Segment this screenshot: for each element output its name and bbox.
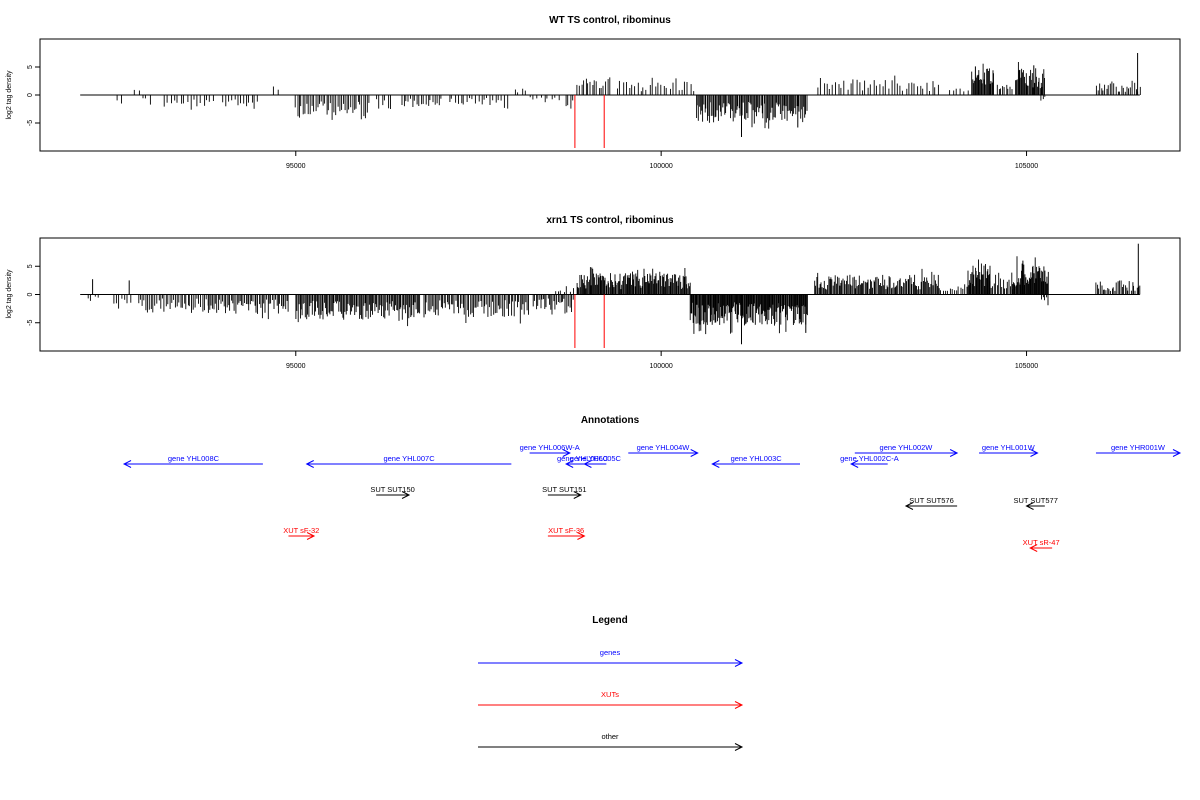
feature-label: gene YHL006C	[557, 454, 609, 463]
arrowhead-icon	[1029, 544, 1038, 552]
legend-item: genes	[478, 648, 744, 667]
x-tick-label: 100000	[649, 163, 672, 170]
wt-y-axis-label: log2 tag density	[6, 70, 13, 120]
legend-items: genes XUTs other	[478, 648, 744, 751]
annotation-feature: gene YHL006W-A	[520, 443, 580, 457]
x-tick-label: 95000	[286, 363, 306, 370]
feature-label: SUT SUT151	[542, 485, 586, 494]
arrowhead-icon	[583, 460, 592, 468]
feature-label: gene YHL002C-A	[840, 454, 899, 463]
legend-title: Legend	[592, 615, 628, 626]
feature-label: gene YHL008C	[168, 454, 220, 463]
arrowhead-icon	[904, 502, 914, 510]
annotation-feature: gene YHR001W	[1095, 443, 1182, 457]
x-tick-label: 105000	[1015, 163, 1038, 170]
feature-label: gene YHR001W	[1111, 443, 1166, 452]
legend-label: other	[601, 732, 619, 741]
arrowhead-icon	[401, 491, 411, 499]
arrowhead-icon	[690, 449, 699, 457]
arrowhead-icon	[306, 532, 316, 540]
xrn1-axes: -5 0 5 95000 100000 105000	[27, 264, 1038, 370]
arrowhead-icon	[562, 449, 571, 457]
annotation-feature: gene YHL008C	[122, 454, 263, 468]
annotation-feature: XUT sR-47	[1023, 538, 1060, 552]
arrowhead-icon	[1172, 449, 1182, 457]
feature-label: gene YHL004W	[637, 443, 691, 452]
arrowhead-icon	[1030, 449, 1039, 457]
feature-label: XUT sF-36	[548, 526, 584, 535]
y-tick-label: 5	[27, 264, 34, 268]
arrowhead-icon	[734, 659, 744, 667]
arrowhead-icon	[734, 743, 744, 751]
annotation-feature: XUT sF-36	[547, 526, 586, 540]
arrowhead-icon	[305, 460, 314, 468]
xrn1-track-title: xrn1 TS control, ribominus	[546, 215, 674, 226]
annotation-feature: SUT SUT576	[904, 496, 958, 510]
arrowhead-icon	[573, 491, 582, 499]
feature-label: gene YHL007C	[383, 454, 435, 463]
arrowhead-icon	[565, 460, 574, 468]
wt-track-title: WT TS control, ribominus	[549, 15, 671, 26]
annotations-title: Annotations	[581, 415, 640, 426]
annotation-feature: gene YHL003C	[711, 454, 800, 468]
xrn1-track-panel: xrn1 TS control, ribominus log2 tag dens…	[6, 215, 1181, 370]
annotation-feature: SUT SUT150	[370, 485, 415, 499]
annotation-feature: gene YHL004W	[628, 443, 699, 457]
legend-item: XUTs	[478, 690, 744, 709]
y-tick-label: 0	[27, 93, 34, 97]
legend-item: other	[478, 732, 744, 751]
wt-red-markers	[574, 95, 605, 148]
feature-label: gene YHL001W	[982, 443, 1036, 452]
y-tick-label: -5	[27, 320, 34, 326]
feature-label: gene YHL006W-A	[520, 443, 580, 452]
annotation-feature: SUT SUT577	[1013, 496, 1058, 510]
annotations-panel: Annotations gene YHL008C gene YHL007Cgene…	[122, 415, 1182, 552]
annotation-feature: gene YHL002C-A	[840, 454, 899, 468]
xrn1-red-markers	[574, 294, 605, 348]
legend-panel: Legend genes XUTs other	[478, 615, 744, 751]
arrowhead-icon	[122, 460, 132, 468]
annotation-feature: gene YHL001W	[979, 443, 1039, 457]
wt-track-panel: WT TS control, ribominus log2 tag densit…	[6, 15, 1181, 170]
annotation-feature: SUT SUT151	[542, 485, 587, 499]
arrowhead-icon	[711, 460, 720, 468]
feature-label: gene YHL003C	[731, 454, 783, 463]
y-tick-label: 5	[27, 65, 34, 69]
legend-label: XUTs	[601, 690, 619, 699]
arrowhead-icon	[1025, 502, 1034, 510]
x-tick-label: 95000	[286, 163, 306, 170]
feature-label: SUT SUT576	[909, 496, 953, 505]
y-tick-label: -5	[27, 120, 34, 126]
annotation-feature: gene YHL007C	[305, 454, 512, 468]
annotation-feature: gene YHL002W	[854, 443, 959, 457]
feature-label: XUT sF-32	[283, 526, 319, 535]
feature-label: gene YHL005C	[570, 454, 622, 463]
feature-label: SUT SUT150	[370, 485, 414, 494]
arrowhead-icon	[577, 532, 586, 540]
feature-label: XUT sR-47	[1023, 538, 1060, 547]
legend-label: genes	[600, 648, 621, 657]
annotation-feature: XUT sF-32	[283, 526, 319, 540]
x-tick-label: 100000	[649, 363, 672, 370]
x-tick-label: 105000	[1015, 363, 1038, 370]
wt-axes: -5 0 5 95000 100000 105000	[27, 65, 1038, 170]
y-tick-label: 0	[27, 292, 34, 296]
arrowhead-icon	[949, 449, 959, 457]
feature-label: gene YHL002W	[880, 443, 934, 452]
arrowhead-icon	[734, 701, 744, 709]
annotation-features: gene YHL008C gene YHL007C gene YHL006W-A ge…	[122, 443, 1182, 552]
xrn1-y-axis-label: log2 tag density	[6, 269, 13, 319]
wt-signal-bars	[80, 53, 1141, 137]
arrowhead-icon	[850, 460, 859, 468]
annotation-feature: gene YHL005C	[570, 454, 622, 468]
xrn1-signal-bars	[80, 243, 1141, 345]
feature-label: SUT SUT577	[1013, 496, 1057, 505]
